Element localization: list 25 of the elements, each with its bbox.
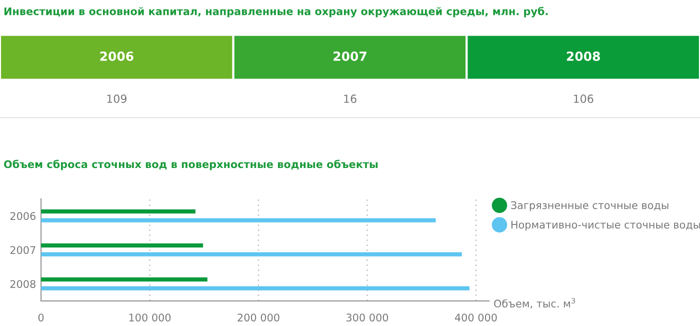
data-label: 16 xyxy=(344,94,356,103)
text: Инвестиции в основной капитал, направленные на охрану окружающей среды, млн. руб. xyxy=(4,6,548,18)
bar xyxy=(41,252,462,256)
category-label: 2008 xyxy=(566,52,600,61)
legend-label: Нормативно-чистые сточные воды xyxy=(511,220,700,231)
legend-label: Загрязненные сточные воды xyxy=(511,201,668,212)
x-tick-label: 300 000 xyxy=(346,314,388,322)
y-tick-label: 2006 xyxy=(10,212,36,220)
chart-title: Объем сброса сточных вод в поверхностные водные объекты xyxy=(4,160,378,170)
bar xyxy=(41,218,436,222)
bar xyxy=(41,277,208,282)
bar xyxy=(41,243,204,248)
x-tick-label: 0 xyxy=(38,314,44,322)
category-label: 2007 xyxy=(334,52,366,61)
bar xyxy=(41,209,196,214)
y-tick-label: 2008 xyxy=(10,280,36,288)
x-axis-title: Объем, тыс. м$^{3}$ xyxy=(494,298,576,309)
data-label: 106 xyxy=(574,94,594,103)
data-label: 109 xyxy=(107,94,126,103)
x-tick-label: 100 000 xyxy=(129,314,171,322)
x-tick-label: 200 000 xyxy=(238,314,280,322)
bar xyxy=(41,286,470,290)
x-tick-label: 400 000 xyxy=(454,314,497,322)
category-label: 2006 xyxy=(100,52,134,61)
y-tick-label: 2007 xyxy=(10,246,36,254)
